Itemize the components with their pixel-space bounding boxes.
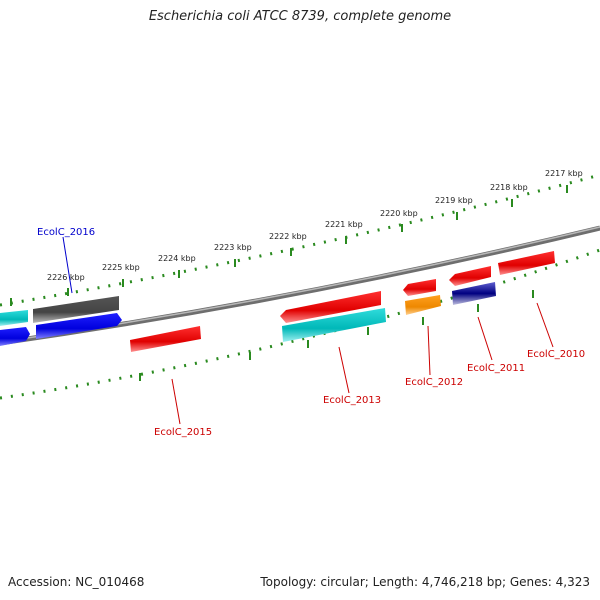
- gene-feature[interactable]: [280, 291, 381, 323]
- gene-label: EcolC_2015: [154, 427, 212, 438]
- gene-feature[interactable]: [449, 266, 491, 286]
- genome-summary-text: Topology: circular; Length: 4,746,218 bp…: [260, 575, 590, 589]
- gene-feature[interactable]: [33, 296, 119, 323]
- tick-label: 2222 kbp: [269, 232, 307, 241]
- accession-text: Accession: NC_010468: [8, 575, 145, 589]
- map-title: Escherichia coli ATCC 8739, complete gen…: [148, 9, 452, 24]
- gene-label: EcolC_2013: [323, 395, 381, 406]
- gene-label: EcolC_2012: [405, 377, 463, 388]
- gene-feature[interactable]: [498, 251, 555, 275]
- gene-feature[interactable]: [405, 295, 441, 315]
- tick-label: 2217 kbp: [545, 169, 583, 178]
- gene-label: EcolC_2011: [467, 363, 525, 374]
- tick-label: 2224 kbp: [158, 254, 196, 263]
- gene-feature[interactable]: [36, 313, 122, 339]
- gene-feature[interactable]: [130, 326, 201, 352]
- tick-label: 2225 kbp: [102, 263, 140, 272]
- gene-label: EcolC_2016: [37, 227, 95, 238]
- gene-feature[interactable]: [0, 310, 28, 326]
- gene-feature[interactable]: [452, 282, 496, 305]
- gene-feature[interactable]: [0, 327, 30, 346]
- tick-label: 2220 kbp: [380, 209, 418, 218]
- tick-label: 2223 kbp: [214, 243, 252, 252]
- tick-label: 2226 kbp: [47, 273, 85, 282]
- tick-label: 2219 kbp: [435, 196, 473, 205]
- gene-feature[interactable]: [403, 279, 436, 296]
- major-ticks: [10, 185, 568, 381]
- gene-feature[interactable]: [282, 308, 386, 342]
- tick-label: 2218 kbp: [490, 183, 528, 192]
- tick-label: 2221 kbp: [325, 220, 363, 229]
- label-leaders: [62, 236, 554, 425]
- gene-label: EcolC_2010: [527, 349, 585, 360]
